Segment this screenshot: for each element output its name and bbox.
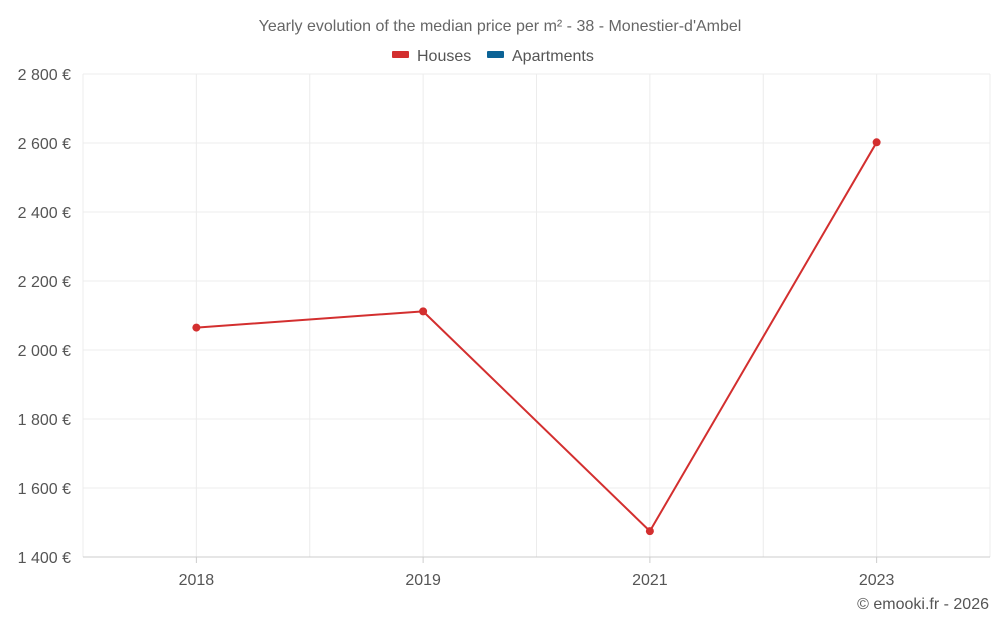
y-tick-label: 1 400 €: [18, 550, 71, 567]
series-layer: [192, 138, 881, 536]
data-point-houses-2021[interactable]: [645, 527, 654, 536]
y-tick-label: 2 200 €: [18, 274, 71, 291]
legend-label-houses: Houses: [417, 48, 471, 65]
x-gridlines: [82, 74, 991, 557]
credit-text: © emooki.fr - 2026: [857, 596, 989, 613]
y-tick-label: 2 800 €: [18, 67, 71, 84]
y-tick-label: 2 600 €: [18, 136, 71, 153]
y-tick-label: 1 600 €: [18, 481, 71, 498]
legend: Houses Apartments: [392, 48, 594, 65]
data-point-houses-2019[interactable]: [419, 307, 428, 316]
x-axis-ticks: 2018 2019 2021 2023: [179, 557, 895, 589]
y-tick-label: 2 000 €: [18, 343, 71, 360]
x-tick-label: 2023: [859, 572, 895, 589]
data-point-houses-2023[interactable]: [872, 138, 881, 147]
legend-item-apartments[interactable]: Apartments: [487, 48, 594, 65]
data-point-houses-2018[interactable]: [192, 323, 201, 332]
legend-swatch-houses: [392, 51, 409, 58]
series-line-houses: [196, 141, 878, 533]
x-tick-label: 2018: [179, 572, 215, 589]
y-axis-ticks: 1 400 € 1 600 € 1 800 € 2 000 € 2 200 € 2 400…: [18, 67, 71, 567]
legend-label-apartments: Apartments: [512, 48, 594, 65]
y-tick-label: 1 800 €: [18, 412, 71, 429]
x-tick-label: 2021: [632, 572, 668, 589]
y-tick-label: 2 400 €: [18, 205, 71, 222]
legend-swatch-apartments: [487, 51, 504, 58]
chart-title: Yearly evolution of the median price per…: [259, 18, 742, 35]
x-tick-label: 2019: [405, 572, 441, 589]
legend-item-houses[interactable]: Houses: [392, 48, 471, 65]
